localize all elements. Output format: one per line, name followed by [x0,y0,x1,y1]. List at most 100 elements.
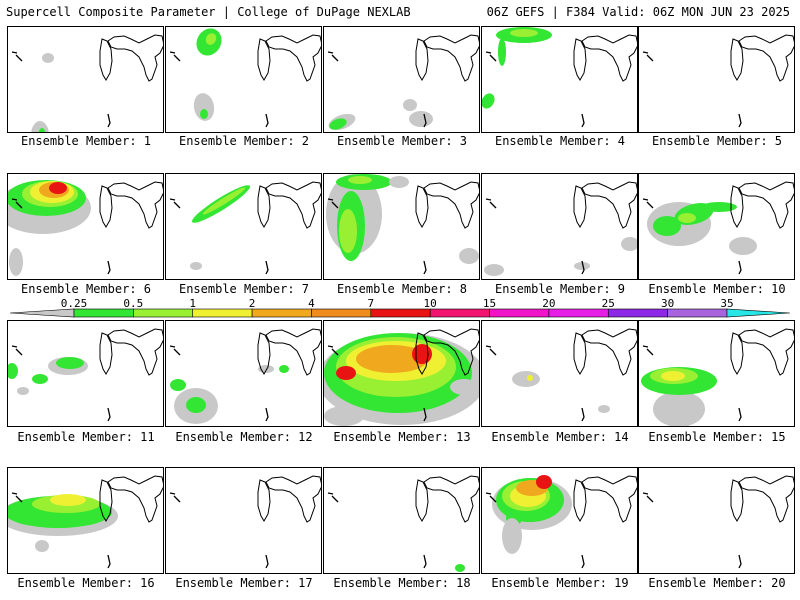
scp-contour-map [484,181,637,276]
state-line [489,348,497,356]
ensemble-member-map [165,173,322,280]
state-line [169,198,176,201]
state-line [646,54,654,62]
colorbar-segment [370,308,431,318]
ensemble-member-label: Ensemble Member: 15 [648,430,786,444]
scp-shaded-area [450,379,478,395]
ensemble-member-map [481,467,638,574]
state-line [169,345,176,348]
scp-shaded-area [621,237,637,251]
state-line [327,198,334,201]
scp-shaded-area [574,262,590,270]
scp-shaded-area [701,202,737,212]
colorbar-tick-label: 4 [308,297,315,310]
scp-shaded-area [32,374,48,384]
colorbar-tick-label: 25 [602,297,615,310]
scp-shaded-area [50,494,86,506]
scp-contour-map [485,328,637,422]
state-line [423,407,427,422]
scp-shaded-area [336,366,356,380]
scp-contour-map [8,180,163,276]
scp-contour-map [642,475,794,569]
lake-outline [99,332,113,375]
state-line [738,113,742,128]
state-line [331,54,339,62]
scp-shaded-area [202,187,246,215]
colorbar-tick-label: 10 [424,297,437,310]
scp-shaded-area [42,53,54,63]
ensemble-member-map [165,26,322,133]
state-line [15,495,23,503]
state-line [173,495,181,503]
state-line [327,492,334,495]
scp-shaded-area [661,371,685,381]
scp-shaded-area [598,405,610,413]
state-line [327,51,334,54]
ensemble-member-label: Ensemble Member: 2 [178,134,310,148]
ensemble-member-map [481,173,638,280]
lake-outline [99,185,113,228]
scp-shaded-area [38,128,46,132]
scp-shaded-area [170,379,186,391]
scp-shaded-area [536,475,552,489]
state-line [581,113,585,128]
ensemble-member-map [165,320,322,427]
state-line [489,54,497,62]
state-line [169,492,176,495]
state-line [107,113,111,128]
ensemble-member-label: Ensemble Member: 8 [336,282,468,296]
state-line [642,51,649,54]
state-line [642,345,649,348]
ensemble-member-map [7,320,164,427]
scp-contour-map [169,181,321,275]
scp-shaded-area [8,363,18,379]
scp-shaded-area [510,29,538,37]
lake-outline [107,181,163,229]
ensemble-member-label: Ensemble Member: 1 [20,134,152,148]
scp-shaded-area [190,262,202,270]
scp-contour-map [642,181,794,275]
lake-outline [738,34,794,82]
scp-shaded-area [409,111,433,127]
scp-shaded-area [653,391,705,426]
scp-contour-map [485,475,637,569]
lake-outline [423,328,479,376]
colorbar-tick-label: 0.25 [61,297,88,310]
state-line [646,201,654,209]
scp-contour-map [8,328,163,422]
state-line [581,407,585,422]
scp-shaded-area [348,176,372,184]
scp-contour-map [326,174,479,275]
lake-outline [257,479,271,522]
state-line [423,260,427,275]
state-line [173,201,181,209]
scp-contour-map [327,475,479,572]
state-line [489,495,497,503]
lake-outline [573,38,587,81]
scp-contour-map [11,34,163,132]
scp-shaded-area [17,387,29,395]
ensemble-member-label: Ensemble Member: 6 [20,282,152,296]
scp-shaded-area [329,118,347,130]
lake-outline [738,328,794,376]
scp-shaded-area [412,344,432,364]
state-line [265,113,269,128]
ensemble-member-label: Ensemble Member: 9 [494,282,626,296]
ensemble-member-label: Ensemble Member: 5 [651,134,783,148]
colorbar-tick-label: 0.5 [123,297,143,310]
lake-outline [738,181,794,229]
colorbar-segment [73,308,134,318]
ensemble-member-label: Ensemble Member: 4 [494,134,626,148]
scp-contour-map [642,34,794,128]
ensemble-member-label: Ensemble Member: 19 [491,576,629,590]
color-scale-legend: 0.25 0.5 1 2 4 7 10 15 20 25 30 35 [9,297,791,318]
scp-shaded-area [49,182,67,194]
scp-contour-map [482,27,637,128]
scp-shaded-area [512,371,540,387]
scp-contour-map [327,34,479,131]
state-line [173,54,181,62]
map-title: Supercell Composite Parameter | College … [6,5,411,19]
state-line [15,201,23,209]
state-line [327,345,334,348]
state-line [485,51,492,54]
